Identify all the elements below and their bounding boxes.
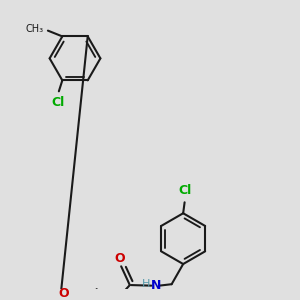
- Text: O: O: [114, 252, 125, 265]
- Text: H: H: [142, 279, 151, 289]
- Text: Cl: Cl: [179, 184, 192, 197]
- Text: Cl: Cl: [51, 96, 64, 109]
- Text: O: O: [58, 287, 69, 300]
- Text: N: N: [151, 279, 161, 292]
- Text: CH₃: CH₃: [26, 24, 44, 34]
